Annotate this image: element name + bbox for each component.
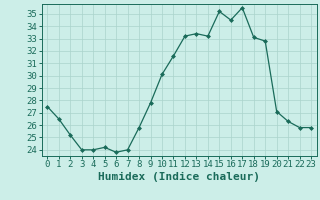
X-axis label: Humidex (Indice chaleur): Humidex (Indice chaleur)	[98, 172, 260, 182]
